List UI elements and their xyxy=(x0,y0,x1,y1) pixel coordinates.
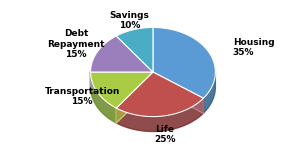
Polygon shape xyxy=(116,72,153,123)
Polygon shape xyxy=(116,98,203,131)
Polygon shape xyxy=(116,72,153,123)
Polygon shape xyxy=(116,72,203,117)
Polygon shape xyxy=(153,72,203,113)
Text: Savings
10%: Savings 10% xyxy=(110,11,149,30)
Polygon shape xyxy=(153,72,203,113)
Polygon shape xyxy=(116,27,153,72)
Polygon shape xyxy=(91,72,153,87)
Polygon shape xyxy=(91,72,116,123)
Text: Housing
35%: Housing 35% xyxy=(233,38,274,57)
Polygon shape xyxy=(91,72,153,87)
Polygon shape xyxy=(153,27,215,98)
Text: Transportation
15%: Transportation 15% xyxy=(44,87,120,106)
Polygon shape xyxy=(91,36,153,72)
Polygon shape xyxy=(203,73,215,113)
Polygon shape xyxy=(91,72,153,108)
Text: Life
25%: Life 25% xyxy=(154,125,176,144)
Text: Debt
Repayment
15%: Debt Repayment 15% xyxy=(47,29,105,59)
